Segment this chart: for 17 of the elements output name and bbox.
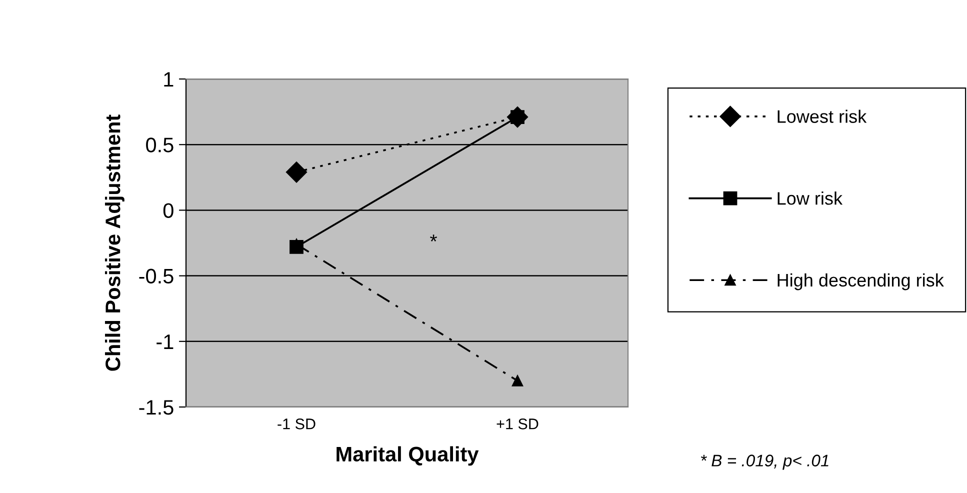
y-tick-label: 1 [164,72,174,87]
legend-label: Lowest risk [778,110,867,123]
y-tick-label: -1.5 [139,400,174,415]
y-tick-label: -1 [156,334,174,349]
x-tick-label: +1 SD [496,418,538,430]
y-axis-title: Child Positive Adjustment [104,114,124,371]
point [286,162,308,183]
x-tick-label: -1 SD [278,418,316,430]
legend-label: High descending risk [778,273,944,290]
legend-label: Low risk [778,192,843,205]
y-tick-label: 0 [163,203,174,218]
annotation: * [430,234,437,242]
x-axis-title: Marital Quality [336,446,479,466]
y-tick-label: -0.5 [139,268,174,284]
point [512,375,524,386]
y-tick-label: 0.5 [146,138,174,152]
text: * B = .019, p< .01 [700,454,828,470]
